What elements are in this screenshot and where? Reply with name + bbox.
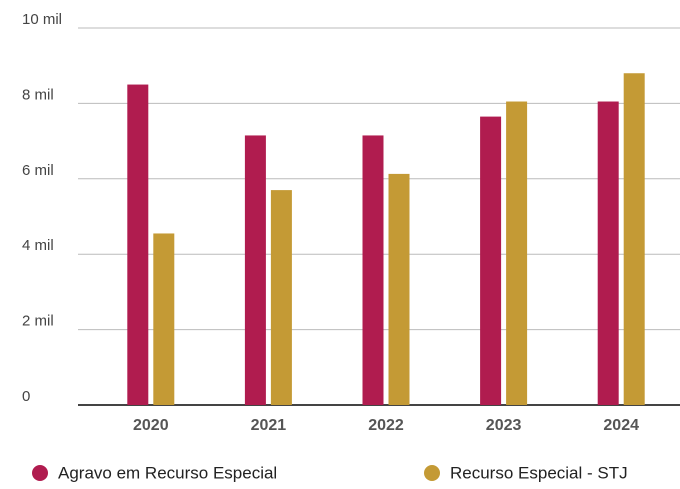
bar xyxy=(597,101,619,405)
bar xyxy=(362,135,384,405)
y-tick-label: 10 mil xyxy=(22,11,62,28)
y-tick-label: 4 mil xyxy=(22,237,54,254)
bar xyxy=(506,101,528,405)
y-tick-label: 2 mil xyxy=(22,313,54,330)
y-tick-label: 0 xyxy=(22,388,30,405)
x-tick-label: 2021 xyxy=(251,417,287,434)
bar xyxy=(270,190,292,405)
legend-label: Agravo em Recurso Especial xyxy=(58,463,277,482)
legend-swatch xyxy=(424,465,440,481)
x-tick-label: 2022 xyxy=(368,417,404,434)
legend-swatch xyxy=(32,465,48,481)
y-tick-label: 8 mil xyxy=(22,86,54,103)
bar xyxy=(623,73,645,406)
bar xyxy=(153,233,175,405)
legend-label: Recurso Especial - STJ xyxy=(450,463,628,482)
bar xyxy=(388,173,410,405)
bar xyxy=(480,116,502,405)
x-tick-label: 2020 xyxy=(133,417,169,434)
y-tick-label: 6 mil xyxy=(22,162,54,179)
bar xyxy=(127,84,149,406)
bar xyxy=(244,135,266,405)
x-tick-label: 2024 xyxy=(603,417,639,434)
x-tick-label: 2023 xyxy=(486,417,522,434)
